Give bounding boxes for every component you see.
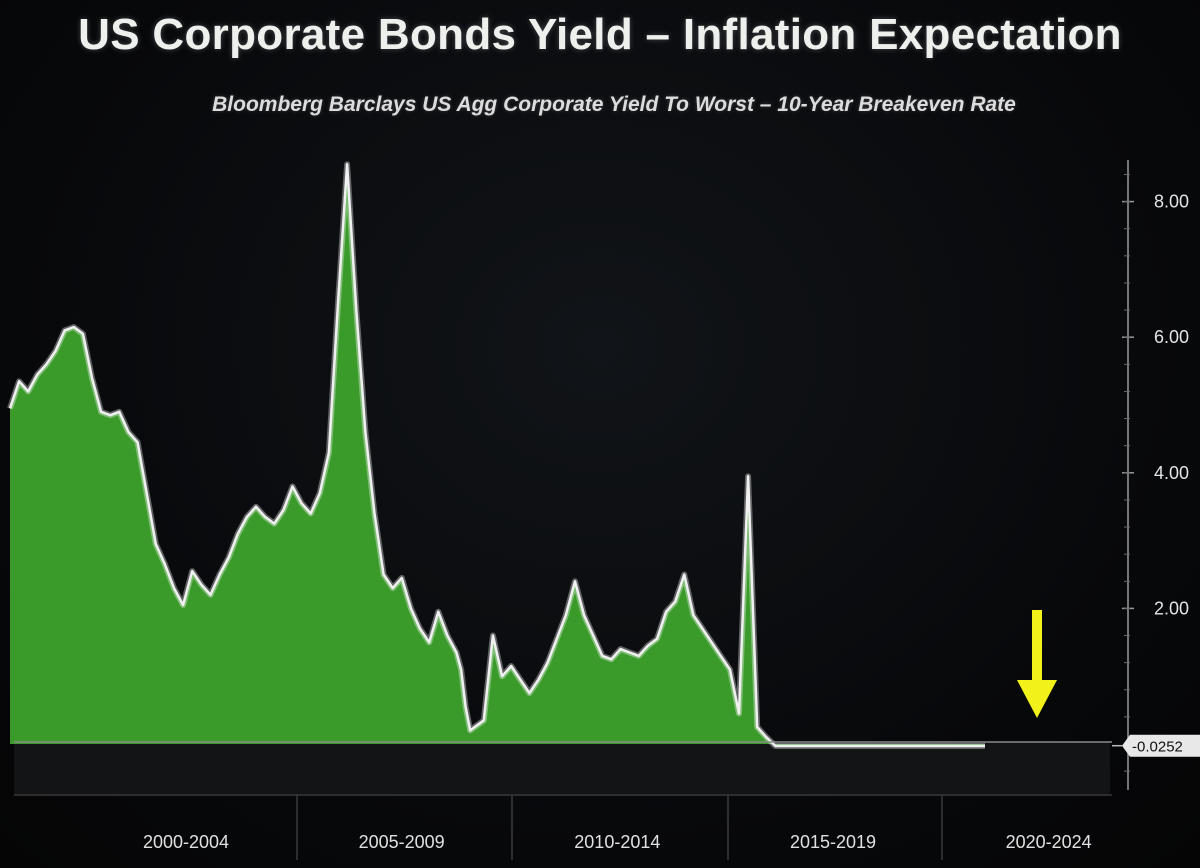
x-tick-label: 2005-2009 (359, 832, 445, 852)
plot-area (7, 161, 1112, 794)
x-tick-label: 2010-2014 (574, 832, 660, 852)
last-value-label: -0.0252 (1132, 739, 1183, 756)
x-tick-label: 2000-2004 (143, 832, 229, 852)
arrow-shaft (1032, 610, 1042, 680)
series-area (10, 164, 985, 747)
y-tick-label: 4.00 (1154, 463, 1189, 483)
chart-subtitle: Bloomberg Barclays US Agg Corporate Yiel… (212, 93, 1016, 116)
y-tick-label: 6.00 (1154, 327, 1189, 347)
series-line (8, 163, 985, 748)
x-tick-label: 2020-2024 (1006, 832, 1092, 852)
chart-title: US Corporate Bonds Yield – Inflation Exp… (78, 10, 1122, 59)
x-tick-label: 2015-2019 (790, 832, 876, 852)
arrow-head (1017, 680, 1057, 718)
axes: 2.00 4.00 6.00 8.00 -0.0252 2000-2004 2005-200… (14, 160, 1200, 860)
y-tick-label: 2.00 (1154, 598, 1189, 618)
zero-band (14, 742, 1110, 794)
last-value-box (1122, 734, 1200, 757)
y-tick-label: 8.00 (1154, 192, 1189, 212)
